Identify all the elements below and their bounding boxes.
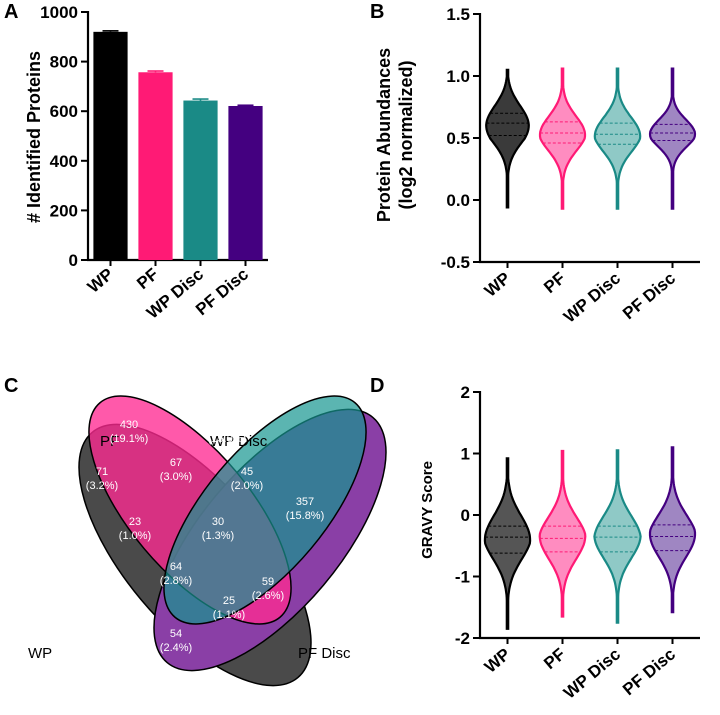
panel-d-y-tick-label: -1 <box>455 568 470 587</box>
panel-d-y-tick-label: 2 <box>461 383 470 402</box>
bar-chart-y-tick-label: 1000 <box>40 3 78 22</box>
bar-chart-x-tick-label: PF <box>133 265 162 294</box>
panel-d-x-tick-label: PF Disc <box>619 645 679 700</box>
bar-chart-y-tick-label: 200 <box>50 201 78 220</box>
venn-pct-wp-pf-disc: (2.4%) <box>160 642 192 654</box>
violin-pf <box>538 67 587 210</box>
panel-label-d: D <box>370 375 384 397</box>
venn-pct-wp-pf-pf-disc: (2.6%) <box>252 590 284 602</box>
venn-pct-wp-pf-wp-disc: (1.0%) <box>119 530 151 542</box>
bar-chart-x-tick-label: WP <box>84 265 117 297</box>
venn-pct-wp-disc-pf-disc: (2.0%) <box>231 480 263 492</box>
venn-count-wp-disc-only: 338 <box>218 419 236 431</box>
panel-b-x-tick-label: PF Disc <box>619 269 679 324</box>
venn-pct-pf-wp-disc: (3.0%) <box>160 471 192 483</box>
venn-count-wp-wp-disc-pf-disc: 17 <box>119 595 131 607</box>
panel-label-c: C <box>4 375 18 397</box>
panel-d-y-tick-label: 1 <box>461 445 470 464</box>
venn-count-wp-pf: 71 <box>96 466 108 478</box>
violin-wp-disc <box>593 67 642 210</box>
violin-pf-disc <box>648 446 697 614</box>
venn-label-wp: WP <box>28 645 52 662</box>
venn-pct-wp-disc-only: (15.0%) <box>208 433 247 445</box>
venn-count-wp-pf-pf-disc-b: 25 <box>223 595 235 607</box>
violin-wp <box>485 68 530 209</box>
venn-count-pf-disc-only: 357 <box>296 496 314 508</box>
venn-count-pf-only: 430 <box>120 419 138 431</box>
venn-label-wp-disc: WP Disc <box>210 433 268 450</box>
violin-wp <box>483 457 532 630</box>
bar-wp-disc <box>183 100 218 260</box>
panel-b-y-tick-label: 0.5 <box>446 129 470 148</box>
venn-count-pf-wp-disc-pf-disc: 30 <box>212 516 224 528</box>
bar-chart-y-axis-label: # Identified Proteins <box>24 51 44 223</box>
bar-pf <box>138 72 173 260</box>
panel-d-x-tick-label: WP <box>481 645 514 677</box>
panel-b-y-tick-label: 1.0 <box>446 67 470 86</box>
venn-count-pf-wp-disc: 67 <box>170 457 182 469</box>
panel-b-y-tick-label: 1.5 <box>446 5 470 24</box>
panel-label-b: B <box>370 1 384 23</box>
venn-count-wp-only: 631 <box>46 496 64 508</box>
venn-count-wp-wp-disc: 42 <box>79 576 91 588</box>
bar-chart-identified-proteins: # Identified Proteins 0 200 400 600 800 1000 W… <box>24 3 268 323</box>
bar-pf-disc <box>228 105 263 260</box>
venn-count-wp-disc-pf-disc: 45 <box>241 466 253 478</box>
violin-pf <box>538 449 587 618</box>
panel-label-a: A <box>4 1 18 23</box>
bar-chart-y-tick-label: 600 <box>50 102 78 121</box>
venn-pct-wp-pf-pf-disc-b: (1.1%) <box>213 609 245 621</box>
venn-count-all: 64 <box>170 561 182 573</box>
bar-chart-y-tick-label: 0 <box>69 251 78 270</box>
venn-pct-pf-wp-disc-pf-disc: (1.3%) <box>202 530 234 542</box>
venn-set-wp-disc <box>163 395 367 625</box>
panel-d-x-tick-label: PF <box>540 645 569 674</box>
violin-wp-disc <box>593 449 642 624</box>
panel-b-y-tick-label: 0.0 <box>446 191 470 210</box>
venn-count-wp-pf-disc: 54 <box>170 628 182 640</box>
venn-pct-wp-only: (28.0%) <box>36 510 75 522</box>
venn-label-pf-disc: PF Disc <box>298 645 351 662</box>
bar-chart-y-tick-label: 800 <box>50 53 78 72</box>
violin-chart-protein-abundances: Protein Abundances (log2 normalized) -0.… <box>374 5 700 327</box>
panel-d-y-tick-label: 0 <box>461 506 470 525</box>
venn-count-wp-pf-pf-disc: 59 <box>262 576 274 588</box>
venn-pct-all: (2.8%) <box>160 575 192 587</box>
venn-pct-pf-disc-only: (15.8%) <box>286 510 325 522</box>
venn-pct-wp-wp-disc-pf-disc: (0.8%) <box>109 609 141 621</box>
panel-b-x-tick-label: WP Disc <box>560 269 624 327</box>
venn-pct-pf-only: (19.1%) <box>110 433 149 445</box>
venn-pct-wp-wp-disc: (1.9%) <box>69 590 101 602</box>
venn-count-wp-pf-wp-disc: 23 <box>129 516 141 528</box>
panel-b-x-tick-label: WP <box>481 269 514 301</box>
venn-diagram: PF WP Disc WP PF Disc 631 (28.0%) 430 (1… <box>28 395 387 687</box>
venn-label-pf: PF <box>100 433 119 450</box>
violin-pf-disc <box>648 67 697 210</box>
panel-d-x-tick-label: WP Disc <box>560 645 624 703</box>
panel-b-x-tick-label: PF <box>540 269 569 298</box>
bar-wp <box>93 31 128 261</box>
panel-d-y-tick-label: -2 <box>455 629 470 648</box>
venn-pct-wp-pf: (3.2%) <box>86 480 118 492</box>
gravy-y-axis-label: GRAVY Score <box>419 461 436 559</box>
bar-chart-y-tick-label: 400 <box>50 152 78 171</box>
panel-b-y-tick-label: -0.5 <box>441 253 470 272</box>
abundance-y-axis-label-line1: Protein Abundances <box>374 48 394 222</box>
abundance-y-axis-label-line2: (log2 normalized) <box>396 60 416 209</box>
